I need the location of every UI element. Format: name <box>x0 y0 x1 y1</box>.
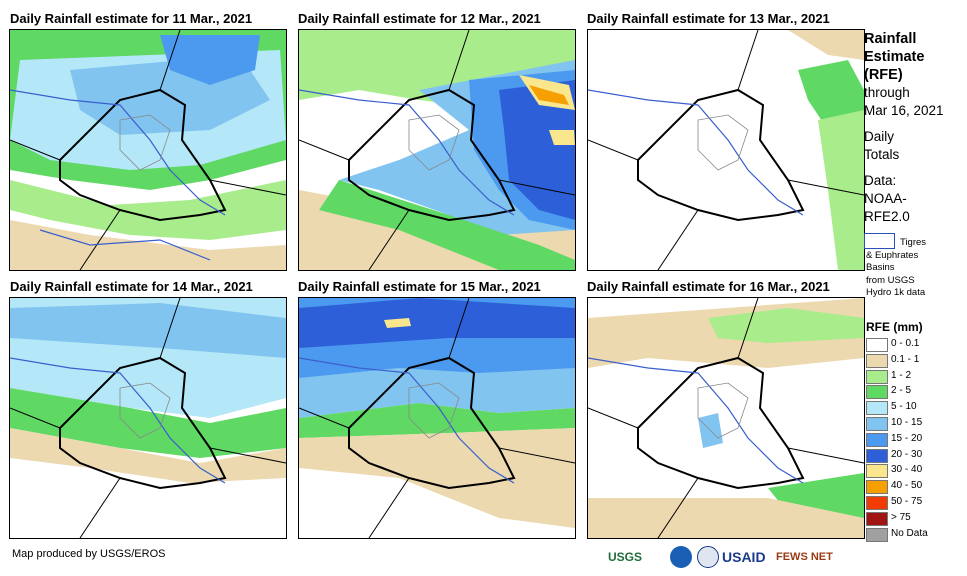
basin-legend-swatch <box>864 233 895 249</box>
basin-text-2: & Euphrates <box>866 249 919 261</box>
legend-title: RFE (mm) <box>866 320 923 334</box>
basin-text-4: from USGS <box>866 274 915 286</box>
panel-title-14-mar: Daily Rainfall estimate for 14 Mar., 202… <box>10 279 253 294</box>
basin-text-3: Basins <box>866 262 895 273</box>
legend-label: > 75 <box>891 511 911 523</box>
legend-swatch <box>866 432 888 447</box>
rainfall-map-16-mar <box>587 297 865 539</box>
rainfall-map-14-mar <box>9 297 287 539</box>
country-borders <box>588 30 864 270</box>
legend-swatch <box>866 417 888 431</box>
usaid-logo: USAID <box>722 546 766 568</box>
side-heading: Rainfall Estimate (RFE) through Mar 16, … <box>864 30 944 120</box>
legend-swatch <box>866 401 888 416</box>
daily-label: Daily <box>864 129 895 144</box>
country-borders <box>10 298 286 538</box>
legend-swatch <box>866 385 888 400</box>
legend-label: 15 - 20 <box>891 432 923 444</box>
legend-swatch <box>866 511 888 526</box>
data-source-1: NOAA- <box>864 191 907 206</box>
rainfall-map-12-mar <box>298 29 576 271</box>
legend-swatch <box>866 496 888 510</box>
legend-label: No Data <box>891 527 928 539</box>
panel-title-11-mar: Daily Rainfall estimate for 11 Mar., 202… <box>10 11 253 26</box>
country-borders <box>299 30 575 270</box>
through-label: through <box>864 85 910 100</box>
heading-line-1: Rainfall <box>864 31 917 47</box>
fewsnet-logo: FEWS NET <box>776 546 833 568</box>
noaa-logo <box>670 546 692 568</box>
usgs-logo-text: USGS <box>608 550 643 564</box>
heading-line-3: (RFE) <box>864 67 903 83</box>
legend-label: 0.1 - 1 <box>891 353 920 365</box>
legend-label: 10 - 15 <box>891 417 923 428</box>
rainfall-map-15-mar <box>298 297 576 539</box>
panel-title-12-mar: Daily Rainfall estimate for 12 Mar., 202… <box>298 11 541 26</box>
legend-label: 20 - 30 <box>891 448 923 460</box>
legend-label: 5 - 10 <box>891 401 917 413</box>
data-source-2: RFE2.0 <box>864 209 910 224</box>
through-date: Mar 16, 2021 <box>864 103 944 118</box>
country-borders <box>299 298 575 538</box>
usaid-seal <box>697 546 719 568</box>
legend-label: 50 - 75 <box>891 496 923 507</box>
legend-swatch <box>866 464 888 479</box>
credit-text: Map produced by USGS/EROS <box>12 548 166 560</box>
country-borders <box>588 298 864 538</box>
panel-title-13-mar: Daily Rainfall estimate for 13 Mar., 202… <box>587 11 830 26</box>
legend-swatch <box>866 369 888 384</box>
basin-text-5: Hydro 1k data <box>866 287 926 298</box>
legend-swatch <box>866 480 888 495</box>
legend-label: 30 - 40 <box>891 464 923 476</box>
panel-title-15-mar: Daily Rainfall estimate for 15 Mar., 202… <box>298 279 541 294</box>
legend-label: 2 - 5 <box>891 385 912 397</box>
legend-label: 0 - 0.1 <box>891 338 920 349</box>
legend-swatch <box>866 448 888 463</box>
daily-totals-label: Daily Totals <box>864 128 899 164</box>
rainfall-map-11-mar <box>9 29 287 271</box>
legend-label: 40 - 50 <box>891 480 923 492</box>
heading-line-2: Estimate <box>864 49 925 65</box>
legend-label: 1 - 2 <box>891 369 912 381</box>
totals-label: Totals <box>864 147 900 162</box>
usaid-logo-text: USAID <box>722 549 766 565</box>
data-source-label: Data: NOAA- RFE2.0 <box>864 172 910 226</box>
legend-swatch <box>866 338 888 352</box>
legend-swatch <box>866 527 888 542</box>
country-borders <box>10 30 286 270</box>
panel-title-16-mar: Daily Rainfall estimate for 16 Mar., 202… <box>587 279 830 294</box>
rainfall-map-13-mar <box>587 29 865 271</box>
fewsnet-logo-text: FEWS NET <box>776 551 833 563</box>
basin-text-1: Tigres <box>900 237 927 248</box>
basin-legend-text: Tigres & Euphrates Basins from USGS Hydr… <box>866 237 966 300</box>
data-label: Data: <box>864 173 897 188</box>
legend-swatch <box>866 353 888 368</box>
usgs-logo: USGS <box>608 546 642 568</box>
